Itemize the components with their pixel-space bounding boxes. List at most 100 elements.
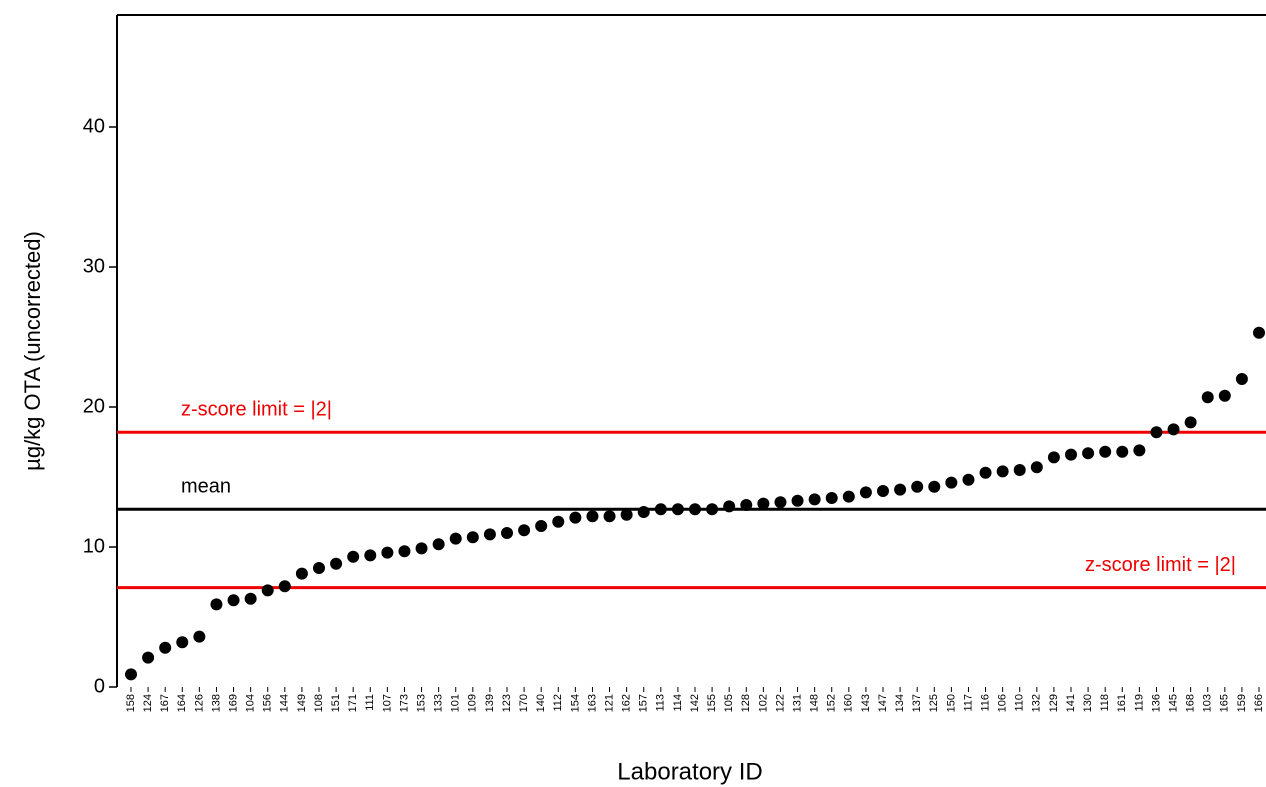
point — [774, 496, 787, 509]
x-tick-label: 130 — [1082, 694, 1094, 712]
point — [825, 492, 838, 504]
x-tick-label: 165 — [1219, 694, 1231, 712]
point — [142, 651, 155, 664]
y-tick-label: 10 — [83, 535, 105, 557]
x-tick-label: 105 — [723, 694, 735, 712]
x-tick-label: 125 — [928, 694, 940, 712]
point — [501, 527, 513, 539]
point — [1013, 464, 1026, 476]
y-tick-label: 20 — [83, 395, 105, 417]
x-tick-label: 161 — [1116, 694, 1128, 712]
x-tick-label: 118 — [1099, 694, 1111, 712]
x-tick-label: 169 — [227, 694, 239, 712]
x-tick-label: 108 — [313, 694, 325, 712]
y-axis-title: µg/kg OTA (uncorrected) — [20, 231, 45, 471]
point — [381, 546, 394, 559]
x-tick-label: 121 — [603, 694, 615, 712]
point — [415, 542, 428, 555]
x-tick-label: 153 — [415, 694, 427, 712]
point — [1150, 426, 1163, 439]
x-tick-label: 148 — [809, 694, 821, 712]
x-tick-label: 158 — [125, 694, 137, 712]
point — [979, 466, 992, 479]
y-tick-label: 30 — [83, 255, 105, 277]
x-tick-label: 126 — [193, 694, 205, 712]
x-tick-label: 163 — [586, 694, 598, 712]
x-tick-label: 143 — [860, 694, 872, 712]
x-tick-label: 139 — [484, 694, 496, 712]
point — [1184, 416, 1197, 429]
x-tick-label: 140 — [535, 694, 547, 712]
point — [1201, 391, 1214, 404]
point — [227, 594, 240, 607]
point — [945, 476, 958, 489]
x-tick-label: 159 — [1236, 694, 1248, 712]
x-tick-label: 138 — [210, 694, 222, 712]
point — [1099, 445, 1112, 458]
point — [654, 503, 667, 516]
x-tick-label: 149 — [296, 694, 308, 712]
x-tick-label: 128 — [740, 694, 752, 712]
point — [791, 494, 804, 507]
x-tick-label: 144 — [279, 694, 291, 712]
x-tick-label: 173 — [398, 694, 410, 712]
point — [1116, 445, 1129, 458]
point — [364, 549, 377, 562]
x-tick-label: 157 — [638, 694, 650, 712]
x-tick-label: 136 — [1150, 694, 1162, 712]
x-tick-label: 124 — [142, 694, 154, 712]
x-tick-label: 131 — [791, 694, 803, 712]
x-tick-label: 107 — [381, 694, 393, 712]
x-tick-label: 109 — [467, 694, 479, 712]
point — [877, 485, 889, 497]
x-tick-label: 164 — [176, 694, 188, 712]
point — [586, 510, 599, 523]
x-tick-label: 112 — [552, 694, 564, 712]
x-tick-label: 114 — [672, 694, 684, 712]
point — [1030, 461, 1043, 474]
x-tick-label: 150 — [945, 694, 957, 712]
point — [552, 515, 565, 528]
x-tick-label: 129 — [1048, 694, 1060, 712]
x-tick-label: 119 — [1133, 694, 1145, 712]
point — [842, 490, 855, 503]
x-tick-label: 116 — [979, 694, 991, 712]
x-tick-label: 113 — [655, 694, 667, 712]
point — [603, 510, 616, 523]
point — [193, 630, 206, 643]
point — [159, 641, 172, 654]
x-tick-label: 134 — [894, 694, 906, 712]
x-tick-label: 102 — [757, 694, 769, 712]
x-axis-title: Laboratory ID — [617, 758, 762, 785]
point — [671, 503, 684, 516]
point — [330, 557, 343, 570]
point — [347, 550, 360, 563]
point — [1218, 389, 1231, 402]
x-tick-label: 101 — [450, 694, 462, 712]
point — [757, 497, 770, 510]
point — [176, 636, 189, 649]
point — [1082, 447, 1095, 460]
point — [449, 532, 462, 545]
point — [637, 506, 650, 518]
x-tick-label: 106 — [997, 694, 1009, 712]
x-tick-label: 103 — [1202, 694, 1214, 712]
x-tick-label: 141 — [1065, 694, 1077, 712]
point — [911, 480, 924, 493]
point — [466, 531, 479, 544]
x-tick-label: 171 — [347, 694, 359, 712]
point — [1253, 326, 1265, 339]
x-tick-label: 167 — [159, 694, 171, 712]
x-tick-label: 111 — [364, 694, 376, 711]
point — [278, 580, 291, 593]
point — [1235, 373, 1248, 385]
x-tick-label: 142 — [689, 694, 701, 712]
x-tick-label: 155 — [706, 694, 718, 712]
point — [808, 493, 821, 506]
point — [125, 668, 137, 681]
point — [1047, 451, 1060, 464]
point — [210, 598, 223, 611]
x-tick-label: 145 — [1167, 694, 1179, 712]
y-tick-label: 0 — [94, 675, 105, 697]
